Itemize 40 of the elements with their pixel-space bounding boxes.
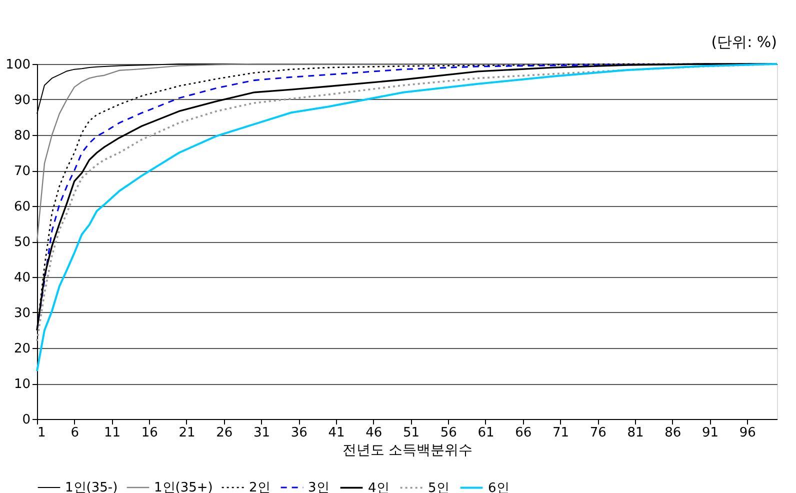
legend-label: 2인 [249, 480, 270, 493]
x-tick-label: 86 [664, 426, 682, 440]
legend-label: 6인 [488, 480, 510, 493]
y-tick-label: 70 [14, 164, 30, 179]
x-tick-label: 31 [253, 426, 270, 440]
x-tick-label: 66 [515, 426, 532, 440]
legend-label: 1인(35-) [65, 480, 118, 493]
legend-label: 3인 [308, 480, 330, 493]
x-tick-label: 11 [104, 426, 121, 440]
x-tick-label: 81 [627, 426, 644, 440]
y-tick-label: 10 [14, 377, 30, 392]
x-tick-label: 1 [38, 426, 46, 440]
y-tick-label: 90 [14, 93, 30, 108]
y-tick-label: 30 [14, 306, 30, 321]
legend-label: 1인(35+) [154, 480, 213, 493]
x-tick-label: 91 [702, 426, 718, 440]
legend-label: 4인 [368, 480, 390, 493]
x-tick-label: 56 [440, 426, 457, 440]
y-tick-label: 0 [22, 412, 30, 428]
y-tick-label: 20 [14, 342, 30, 356]
y-tick-label: 80 [14, 128, 30, 144]
x-tick-label: 71 [552, 426, 570, 440]
x-tick-label: 6 [70, 426, 80, 440]
x-tick-label: 26 [216, 426, 233, 440]
x-tick-label: 41 [328, 426, 345, 440]
x-tick-label: 61 [478, 426, 494, 440]
y-tick-label: 100 [6, 58, 30, 72]
legend-label: 5인 [428, 480, 450, 493]
x-tick-label: 51 [402, 426, 420, 440]
y-tick-label: 50 [14, 235, 30, 250]
x-axis-title: 전년도 소득백분위수 [342, 442, 473, 458]
x-tick-label: 46 [366, 426, 382, 440]
x-tick-label: 76 [590, 426, 606, 440]
text: (단위: %) [711, 33, 777, 51]
y-tick-label: 40 [14, 270, 30, 286]
y-tick-label: 60 [14, 200, 30, 214]
x-tick-label: 96 [739, 426, 756, 440]
x-tick-label: 16 [141, 426, 158, 440]
x-tick-label: 36 [290, 426, 308, 440]
x-tick-label: 21 [178, 426, 196, 440]
